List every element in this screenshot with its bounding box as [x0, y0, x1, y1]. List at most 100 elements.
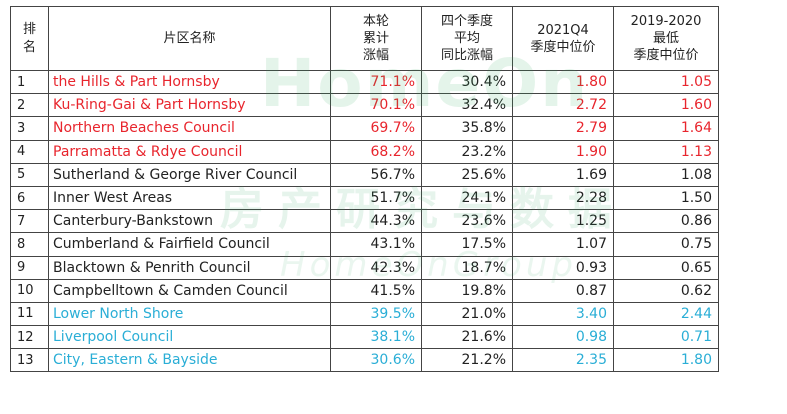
cell-low: 2.44 [613, 301, 719, 327]
header-q4-line2: 季度中位价 [530, 39, 596, 55]
cell-yoy: 24.1% [421, 185, 513, 211]
cell-name: Northern Beaches Council [48, 116, 331, 141]
cell-rank: 2 [10, 93, 49, 118]
header-yoy: 四个季度 平均 同比涨幅 [421, 6, 513, 71]
cell-yoy: 19.8% [421, 278, 513, 303]
cell-q4: 1.07 [512, 232, 614, 257]
table-row: 3 Northern Beaches Council 69.7% 35.8% 2.79 1… [10, 116, 719, 141]
cell-q4: 2.28 [512, 185, 614, 211]
header-name: 片区名称 [48, 6, 331, 71]
ranking-table: 排名 片区名称 本轮 累计 涨幅 四个季度 平均 同比涨幅 2021Q4 季 [10, 6, 719, 373]
cell-low: 1.50 [613, 185, 719, 211]
cell-rank: 13 [10, 348, 49, 373]
cell-low: 0.86 [613, 209, 719, 234]
cell-growth: 44.3% [330, 209, 422, 234]
cell-name: City, Eastern & Bayside [48, 348, 331, 373]
cell-yoy: 23.6% [421, 209, 513, 234]
cell-low: 0.62 [613, 278, 719, 303]
cell-low: 0.65 [613, 255, 719, 280]
cell-low: 0.75 [613, 232, 719, 257]
table-row: 10 Campbelltown & Camden Council 41.5% 19.8… [10, 278, 719, 303]
cell-rank: 7 [10, 209, 49, 234]
cell-rank: 3 [10, 116, 49, 141]
cell-name: Lower North Shore [48, 301, 331, 327]
header-q4-line1: 2021Q4 [537, 22, 589, 38]
table-row: 4 Parramatta & Rdye Council 68.2% 23.2% 1.90… [10, 139, 719, 164]
cell-name: the Hills & Part Hornsby [48, 69, 331, 95]
cell-name: Ku-Ring-Gai & Part Hornsby [48, 93, 331, 118]
header-growth-line1: 本轮 [362, 14, 389, 29]
cell-name: Campbelltown & Camden Council [48, 278, 331, 303]
table-row: 5 Sutherland & George River Council 56.7% 2… [10, 162, 719, 187]
cell-growth: 42.3% [330, 255, 422, 280]
table-row: 12 Liverpool Council 38.1% 21.6% 0.98 0.71 [10, 325, 719, 350]
cell-q4: 3.40 [512, 301, 614, 327]
cell-q4: 2.79 [512, 116, 614, 141]
cell-rank: 12 [10, 325, 49, 350]
cell-growth: 38.1% [330, 325, 422, 350]
cell-name: Canterbury-Bankstown [48, 209, 331, 234]
header-name-label: 片区名称 [163, 31, 216, 46]
cell-rank: 1 [10, 69, 49, 95]
table-row: 1 the Hills & Part Hornsby 71.1% 30.4% 1.80 1… [10, 69, 719, 95]
cell-q4: 1.69 [512, 162, 614, 187]
cell-yoy: 17.5% [421, 232, 513, 257]
cell-low: 1.08 [613, 162, 719, 187]
cell-growth: 43.1% [330, 232, 422, 257]
cell-name: Liverpool Council [48, 325, 331, 350]
cell-yoy: 35.8% [421, 116, 513, 141]
header-rank: 排名 [10, 6, 49, 71]
table-row: 7 Canterbury-Bankstown 44.3% 23.6% 1.25 0.86 [10, 209, 719, 234]
cell-q4: 0.87 [512, 278, 614, 303]
cell-q4: 2.72 [512, 93, 614, 118]
cell-yoy: 21.2% [421, 348, 513, 373]
table-row: 6 Inner West Areas 51.7% 24.1% 2.28 1.50 [10, 185, 719, 211]
cell-q4: 2.35 [512, 348, 614, 373]
cell-rank: 5 [10, 162, 49, 187]
header-yoy-line1: 四个季度 [440, 14, 493, 29]
cell-growth: 51.7% [330, 185, 422, 211]
cell-yoy: 30.4% [421, 69, 513, 95]
cell-low: 1.05 [613, 69, 719, 95]
table-row: 13 City, Eastern & Bayside 30.6% 21.2% 2.35 1… [10, 348, 719, 373]
header-row: 排名 片区名称 本轮 累计 涨幅 四个季度 平均 同比涨幅 2021Q4 季 [10, 6, 719, 71]
cell-growth: 68.2% [330, 139, 422, 164]
cell-q4: 1.90 [512, 139, 614, 164]
header-q4: 2021Q4 季度中位价 [512, 6, 614, 71]
cell-rank: 4 [10, 139, 49, 164]
cell-growth: 69.7% [330, 116, 422, 141]
header-rank-label: 排名 [22, 21, 36, 55]
cell-name: Parramatta & Rdye Council [48, 139, 331, 164]
table-container: 排名 片区名称 本轮 累计 涨幅 四个季度 平均 同比涨幅 2021Q4 季 [10, 6, 719, 373]
header-low-line3: 季度中位价 [633, 48, 699, 63]
header-growth-line3: 涨幅 [362, 48, 389, 63]
cell-low: 0.71 [613, 325, 719, 350]
cell-rank: 6 [10, 185, 49, 211]
cell-name: Sutherland & George River Council [48, 162, 331, 187]
cell-yoy: 21.0% [421, 301, 513, 327]
cell-low: 1.13 [613, 139, 719, 164]
cell-rank: 8 [10, 232, 49, 257]
table-row: 2 Ku-Ring-Gai & Part Hornsby 70.1% 32.4% 2.7… [10, 93, 719, 118]
cell-q4: 0.93 [512, 255, 614, 280]
cell-low: 1.64 [613, 116, 719, 141]
cell-yoy: 21.6% [421, 325, 513, 350]
cell-low: 1.80 [613, 348, 719, 373]
cell-name: Blacktown & Penrith Council [48, 255, 331, 280]
table-row: 8 Cumberland & Fairfield Council 43.1% 17.5… [10, 232, 719, 257]
cell-rank: 11 [10, 301, 49, 327]
table-row: 9 Blacktown & Penrith Council 42.3% 18.7% 0.… [10, 255, 719, 280]
header-low: 2019-2020 最低 季度中位价 [613, 6, 719, 71]
cell-yoy: 23.2% [421, 139, 513, 164]
cell-growth: 30.6% [330, 348, 422, 373]
cell-growth: 71.1% [330, 69, 422, 95]
header-low-line1: 2019-2020 [630, 14, 702, 29]
header-growth: 本轮 累计 涨幅 [330, 6, 422, 71]
cell-q4: 1.25 [512, 209, 614, 234]
cell-growth: 41.5% [330, 278, 422, 303]
header-growth-line2: 累计 [362, 31, 389, 46]
cell-q4: 0.98 [512, 325, 614, 350]
cell-yoy: 32.4% [421, 93, 513, 118]
table-body: 1 the Hills & Part Hornsby 71.1% 30.4% 1.80 1… [10, 69, 719, 373]
header-yoy-line2: 平均 [453, 31, 480, 46]
